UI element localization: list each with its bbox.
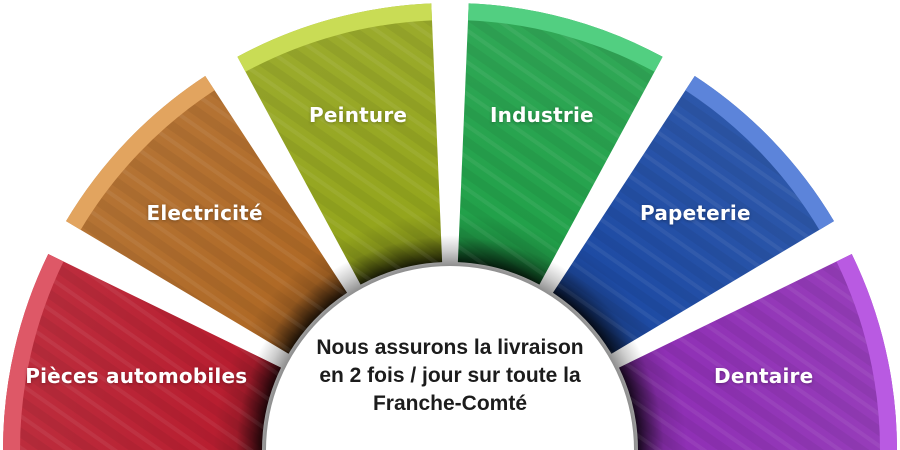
segment-label-peinture: Peinture (309, 103, 407, 127)
segment-industrie[interactable] (457, 3, 663, 285)
segment-label-electricite: Electricité (146, 201, 262, 225)
segment-label-pieces-automobiles: Pièces automobiles (25, 364, 247, 388)
segment-texture-industrie (457, 3, 663, 285)
segment-texture-dentaire (618, 254, 897, 450)
segment-dentaire[interactable] (618, 254, 897, 450)
segment-label-industrie: Industrie (490, 103, 594, 127)
center-text: Nous assurons la livraison en 2 fois / j… (316, 336, 584, 415)
segment-rim-pieces-automobiles (3, 254, 64, 450)
segment-pieces-automobiles[interactable] (3, 254, 282, 450)
segment-rim-papeterie (685, 75, 834, 230)
segment-texture-peinture (237, 3, 443, 285)
segment-rim-dentaire (836, 254, 897, 450)
segment-peinture[interactable] (237, 3, 443, 285)
segment-label-dentaire: Dentaire (714, 364, 813, 388)
segment-electricite[interactable] (66, 75, 348, 354)
segment-papeterie[interactable] (552, 75, 834, 354)
segment-label-papeterie: Papeterie (640, 201, 751, 225)
segment-rim-industrie (468, 3, 663, 72)
segment-rim-peinture (237, 3, 432, 72)
segment-rim-electricite (66, 75, 215, 230)
segment-texture-pieces-automobiles (3, 254, 282, 450)
